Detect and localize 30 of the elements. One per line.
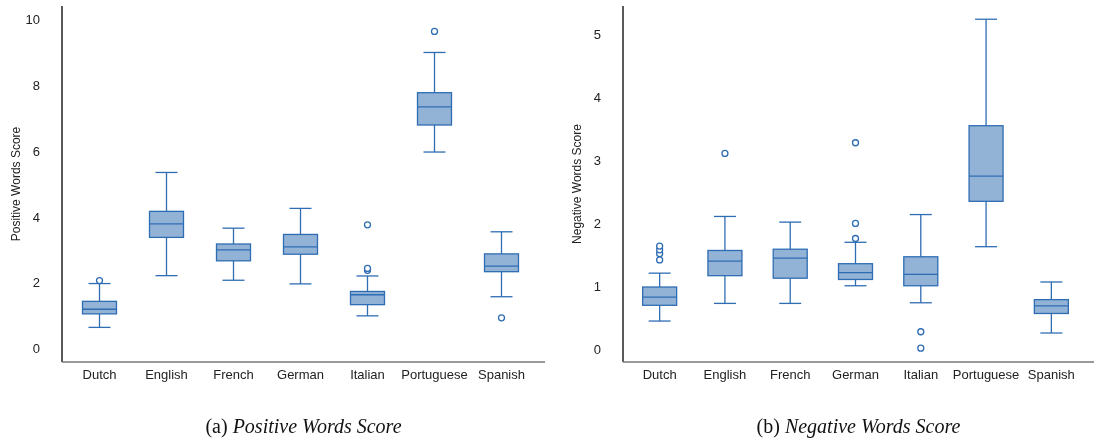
x-tick-label: English (145, 367, 188, 382)
y-tick-label: 4 (593, 89, 601, 105)
text: (b) Negative Words Score (756, 415, 961, 438)
y-tick-label: 4 (32, 209, 40, 225)
text: (a) Positive Words Score (205, 415, 402, 438)
y-tick-label: 0 (593, 341, 601, 357)
x-tick-label: Portuguese (401, 367, 468, 382)
y-tick-label: 10 (25, 11, 40, 27)
x-tick-label: English (703, 367, 747, 382)
x-tick-label: German (277, 367, 324, 382)
x-tick-label: Portuguese (952, 367, 1020, 382)
y-tick-label: 0 (32, 341, 40, 357)
x-tick-label: Italian (350, 367, 385, 382)
x-tick-label: German (832, 367, 879, 382)
y-tick-label: 1 (593, 278, 601, 294)
x-tick-label: Spanish (478, 367, 525, 382)
y-tick-label: 6 (32, 143, 40, 159)
x-tick-label: Spanish (1027, 367, 1075, 382)
x-tick-label: Dutch (82, 367, 117, 382)
y-axis-title: Negative Words Score (570, 123, 584, 244)
y-axis-title: Positive Words Score (9, 126, 23, 242)
x-tick-label: Italian (903, 367, 939, 382)
y-tick-label: 3 (593, 152, 601, 168)
y-tick-label: 2 (32, 275, 40, 291)
y-tick-label: 2 (593, 215, 601, 231)
x-tick-label: French (769, 367, 811, 382)
y-tick-label: 5 (593, 26, 601, 42)
x-tick-label: French (213, 367, 254, 382)
y-tick-label: 8 (32, 77, 40, 93)
x-tick-label: Dutch (642, 367, 677, 382)
